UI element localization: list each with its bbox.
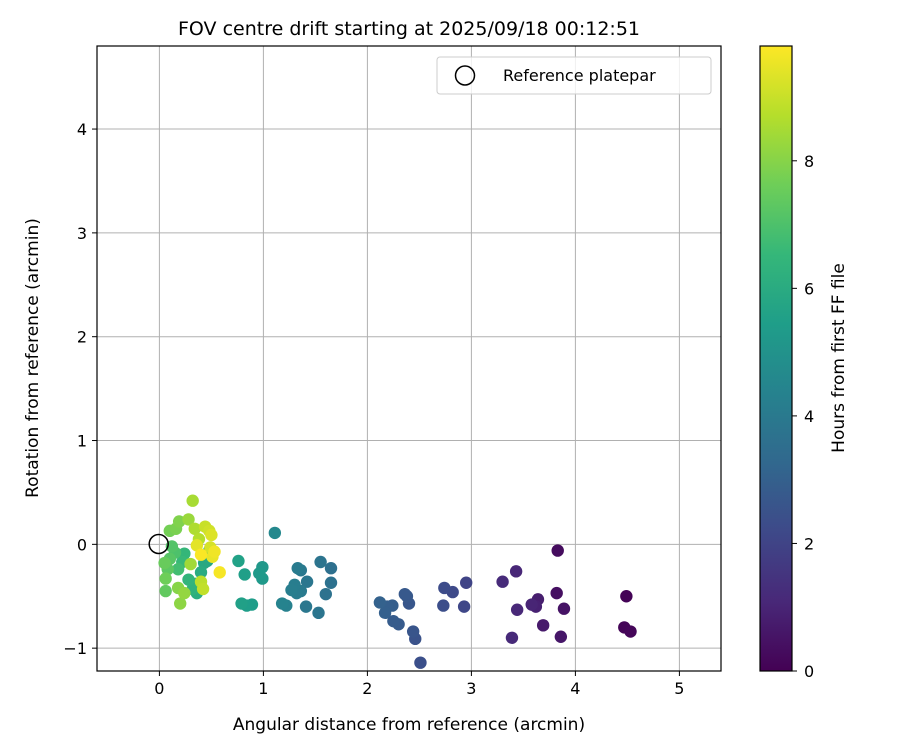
data-point <box>159 572 172 585</box>
plot-frame <box>96 45 722 672</box>
data-point <box>275 597 289 610</box>
x-tick-label: 0 <box>154 679 164 698</box>
y-tick-label: −1 <box>63 639 87 658</box>
y-tick-label: 1 <box>77 432 87 451</box>
data-point <box>620 590 633 603</box>
data-point <box>194 566 208 579</box>
data-point <box>387 614 400 628</box>
data-point <box>550 586 563 600</box>
legend-label: Reference platepar <box>503 66 656 85</box>
data-point <box>378 606 392 620</box>
data-point <box>460 576 473 589</box>
data-point <box>253 567 266 580</box>
data-point <box>536 619 550 632</box>
data-point <box>414 656 427 669</box>
data-point <box>299 600 313 613</box>
data-point <box>438 581 451 595</box>
chart-title: FOV centre drift starting at 2025/09/18 … <box>178 18 640 40</box>
data-point <box>190 539 204 552</box>
x-tick-label: 3 <box>466 679 476 698</box>
x-tick-label: 2 <box>362 679 372 698</box>
data-point <box>496 575 509 588</box>
reference-platepar-marker <box>148 533 169 555</box>
data-point <box>232 554 245 568</box>
y-tick-label: 4 <box>77 120 87 139</box>
legend-reference-marker <box>454 65 476 86</box>
data-point <box>319 587 332 601</box>
data-point <box>186 494 199 507</box>
data-point <box>285 583 298 597</box>
data-point <box>159 584 172 598</box>
data-point <box>554 630 568 643</box>
data-points <box>158 494 637 669</box>
data-point <box>213 566 226 579</box>
legend: Reference platepar <box>436 56 712 95</box>
data-point <box>525 598 538 611</box>
data-point <box>291 562 304 575</box>
x-tick-label: 4 <box>570 679 580 698</box>
colorbar-tick-label: 8 <box>804 152 814 171</box>
data-point <box>398 587 412 601</box>
x-tick-label: 5 <box>674 679 684 698</box>
x-axis-ticks: 0 1 2 3 4 5 <box>154 671 684 698</box>
data-point <box>268 526 282 540</box>
data-point <box>171 563 185 576</box>
data-point <box>557 602 571 615</box>
y-axis-ticks: −1 0 1 2 3 4 <box>63 120 97 658</box>
colorbar: 0 2 4 6 8 Hours from first FF file <box>759 45 849 681</box>
data-point <box>184 557 197 571</box>
data-point <box>510 603 524 616</box>
data-point <box>238 568 251 581</box>
colorbar-tick-label: 4 <box>804 407 814 426</box>
data-point <box>158 556 171 570</box>
data-point <box>437 599 450 612</box>
y-tick-label: 0 <box>77 535 87 554</box>
data-point <box>314 555 327 569</box>
data-point <box>300 575 314 588</box>
y-tick-label: 2 <box>77 328 87 347</box>
colorbar-tick-label: 0 <box>804 662 814 681</box>
data-point <box>235 597 248 610</box>
y-axis-label: Rotation from reference (arcmin) <box>23 218 43 498</box>
data-point <box>324 576 338 589</box>
data-point <box>178 586 191 600</box>
data-point <box>194 548 208 561</box>
colorbar-gradient <box>759 45 793 672</box>
data-point <box>406 625 420 638</box>
y-tick-label: 3 <box>77 224 87 243</box>
data-point <box>457 600 471 613</box>
data-point <box>188 522 201 535</box>
data-point <box>205 528 218 542</box>
data-point <box>324 562 338 575</box>
x-tick-label: 1 <box>258 679 268 698</box>
colorbar-tick-label: 2 <box>804 534 814 553</box>
data-point <box>182 513 195 526</box>
data-point <box>312 606 325 620</box>
colorbar-ticks: 0 2 4 6 8 <box>792 152 814 681</box>
data-point <box>505 631 519 644</box>
colorbar-tick-label: 6 <box>804 279 814 298</box>
data-point <box>182 573 195 586</box>
x-axis-label: Angular distance from reference (arcmin) <box>233 715 585 735</box>
data-point <box>208 545 221 558</box>
data-point <box>624 625 637 638</box>
data-point <box>373 596 387 609</box>
grid-lines <box>97 46 721 671</box>
data-point <box>509 565 523 578</box>
data-point <box>174 597 187 610</box>
data-point <box>172 515 186 528</box>
colorbar-label: Hours from first FF file <box>829 263 849 453</box>
data-point <box>551 544 564 557</box>
data-point <box>196 582 210 596</box>
legend-box <box>436 56 712 95</box>
